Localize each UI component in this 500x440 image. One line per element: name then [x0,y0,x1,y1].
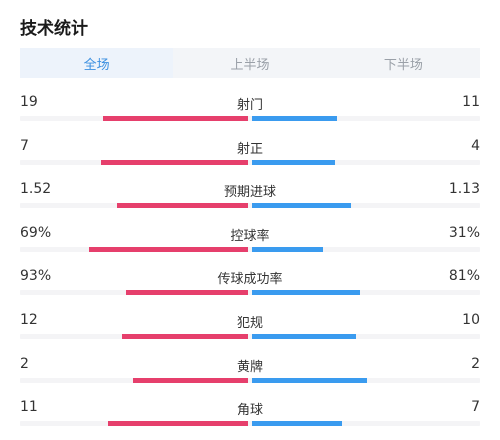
stat-row-shots: 19 射门 11 [0,90,500,134]
stat-track [20,246,480,252]
home-value: 93% [20,268,52,285]
away-bar [252,377,367,383]
stat-label: 预期进球 [223,185,276,201]
home-bar [126,290,248,296]
home-value: 12 [20,311,38,328]
home-value: 11 [20,399,38,416]
away-value: 10 [462,311,480,328]
tab-first-half[interactable]: 上半场 [230,57,270,73]
away-bar [252,116,338,121]
stat-track [20,203,480,209]
home-bar [107,421,248,427]
home-bar [100,159,248,165]
home-bar [133,377,248,383]
away-bar [252,290,361,296]
home-bar [121,333,248,339]
home-value: 1.52 [20,181,52,198]
away-value: 4 [471,137,480,154]
stat-row-corners: 11 角球 7 [0,395,500,439]
away-bar [252,203,351,209]
stat-track [20,421,480,427]
away-value: 31% [448,224,480,241]
away-bar [252,159,335,165]
away-value: 7 [471,399,480,416]
home-value: 69% [20,224,52,241]
stat-row-expected-goals: 1.52 预期进球 1.13 [0,177,500,221]
away-bar [252,333,356,339]
stat-track [20,159,480,165]
away-value: 81% [448,268,480,285]
away-value: 2 [471,355,480,372]
stat-label: 射正 [236,141,263,157]
stats-list: 19 射门 11 7 射正 4 1.52 预期进球 1.13 69% 控球率 3… [0,90,500,439]
home-value: 19 [20,94,38,110]
home-value: 7 [20,137,29,154]
tab-full-match[interactable]: 全场 [20,48,174,78]
home-bar [116,203,248,209]
home-bar [89,246,248,252]
period-tabs: 全场 上半场 下半场 [20,48,480,78]
stat-track [20,290,480,296]
stat-track [20,377,480,383]
stat-label: 控球率 [230,228,270,244]
home-value: 2 [20,355,29,372]
section-title: 技术统计 [20,19,88,39]
stat-row-pass-accuracy: 93% 传球成功率 81% [0,264,500,308]
stat-track [20,116,480,121]
stat-label: 犯规 [236,315,263,331]
stat-row-possession: 69% 控球率 31% [0,221,500,265]
stat-row-yellow-cards: 2 黄牌 2 [0,352,500,396]
stat-label: 黄牌 [236,359,263,375]
away-bar [252,246,324,252]
stat-track [20,333,480,339]
stat-row-fouls: 12 犯规 10 [0,308,500,352]
tab-second-half[interactable]: 下半场 [383,57,423,73]
stat-label: 传球成功率 [217,272,283,288]
away-value: 11 [462,94,480,110]
stat-label: 射门 [236,98,263,113]
away-bar [252,421,342,427]
away-value: 1.13 [448,181,480,198]
home-bar [103,116,248,121]
stat-row-shots-on-target: 7 射正 4 [0,134,500,178]
stat-label: 角球 [236,403,263,419]
